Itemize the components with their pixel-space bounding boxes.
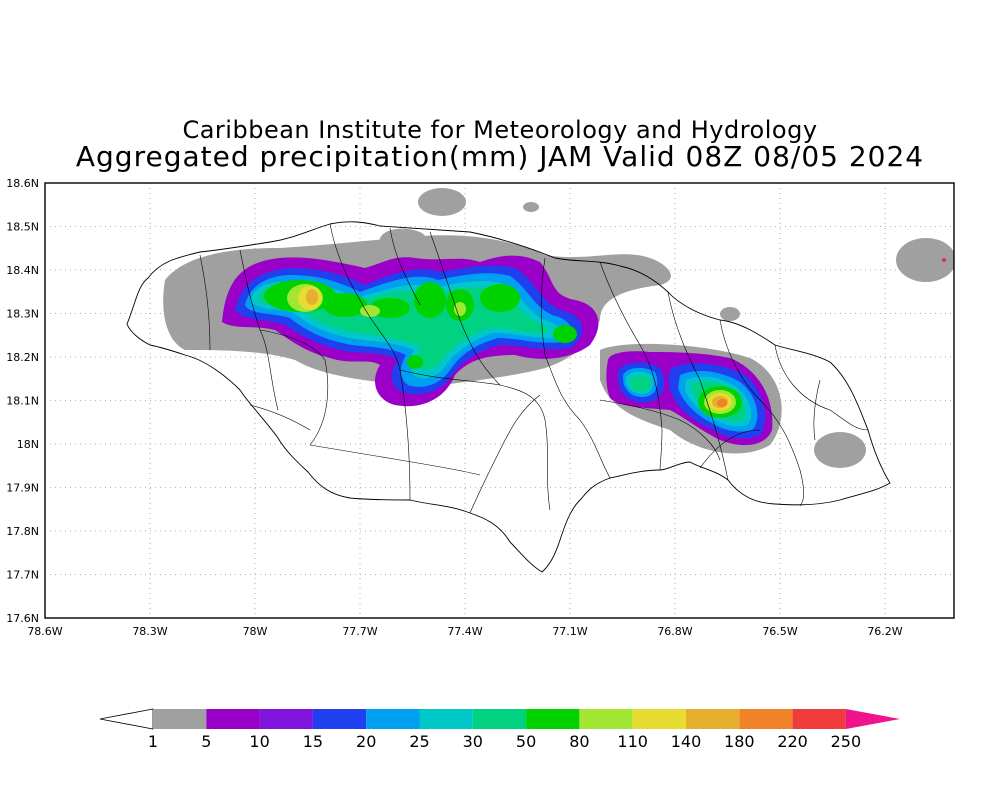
colorbar-over-triangle	[845, 709, 900, 729]
lat-tick-label: 17.9N	[6, 482, 39, 495]
parish-boundaries	[199, 223, 869, 514]
colorbar-label: 1	[148, 732, 158, 751]
lon-tick-label: 76.5W	[762, 625, 797, 638]
colorbar-label: 180	[724, 732, 755, 751]
colorbar-label: 80	[569, 732, 589, 751]
colorbar-label: 10	[249, 732, 269, 751]
lat-tick-label: 18.1N	[6, 395, 39, 408]
lat-tick-label: 18.5N	[6, 221, 39, 234]
colorbar-label: 110	[617, 732, 648, 751]
coastline	[126, 221, 891, 573]
colorbar-box	[579, 709, 633, 729]
lat-tick-label: 17.6N	[6, 612, 39, 625]
colorbar-box	[419, 709, 473, 729]
lat-tick-label: 18.3N	[6, 308, 39, 321]
precip-fields	[126, 188, 954, 573]
colorbar-box	[632, 709, 686, 729]
lon-tick-labels: 78.6W 78.3W 78W 77.7W 77.4W 77.1W 76.8W 76.5W 76…	[27, 625, 902, 638]
colorbar-label: 15	[303, 732, 323, 751]
colorbar-box	[259, 709, 313, 729]
lon-tick-label: 78W	[243, 625, 268, 638]
precip-180-220	[717, 399, 727, 407]
lon-tick-label: 76.8W	[657, 625, 692, 638]
colorbar-under-triangle	[99, 708, 154, 730]
lat-tick-label: 17.7N	[6, 569, 39, 582]
lon-tick-label: 78.6W	[27, 625, 62, 638]
colorbar-box	[312, 709, 367, 729]
precip-spot-marker	[942, 258, 946, 262]
colorbar-label: 25	[409, 732, 429, 751]
colorbar-box	[739, 709, 793, 729]
chart-subtitle: Aggregated precipitation(mm) JAM Valid 0…	[75, 140, 925, 173]
lon-tick-label: 77.1W	[552, 625, 587, 638]
colorbar-label: 250	[831, 732, 862, 751]
colorbar-box	[366, 709, 420, 729]
plot-frame	[44, 182, 955, 619]
colorbar-label: 5	[201, 732, 211, 751]
lat-tick-label: 17.8N	[6, 525, 39, 538]
lat-tick-labels: 18.6N 18.5N 18.4N 18.3N 18.2N 18.1N 18N 17.9N 17…	[6, 177, 39, 625]
colorbar-box	[792, 709, 846, 729]
colorbar-box	[472, 709, 527, 729]
lon-tick-label: 76.2W	[867, 625, 902, 638]
lat-tick-label: 18.2N	[6, 351, 39, 364]
colorbar-label: 140	[671, 732, 702, 751]
lat-tick-label: 18N	[17, 438, 39, 451]
lat-tick-label: 18.6N	[6, 177, 39, 190]
lon-tick-label: 77.4W	[447, 625, 482, 638]
lat-tick-label: 18.4N	[6, 264, 39, 277]
colorbar-box	[686, 709, 740, 729]
colorbar-box	[526, 709, 580, 729]
colorbar-box	[153, 709, 207, 729]
colorbar-label: 30	[463, 732, 483, 751]
colorbar-label: 50	[516, 732, 536, 751]
lon-tick-label: 78.3W	[132, 625, 167, 638]
chart-title: Caribbean Institute for Meteorology and …	[182, 116, 818, 144]
colorbar-label: 20	[356, 732, 376, 751]
lon-tick-label: 77.7W	[342, 625, 377, 638]
colorbar: 1 5 10 15 20 25 30 50 80 110 140 180 220 250	[99, 708, 900, 751]
colorbar-label: 220	[777, 732, 808, 751]
colorbar-box	[206, 709, 260, 729]
